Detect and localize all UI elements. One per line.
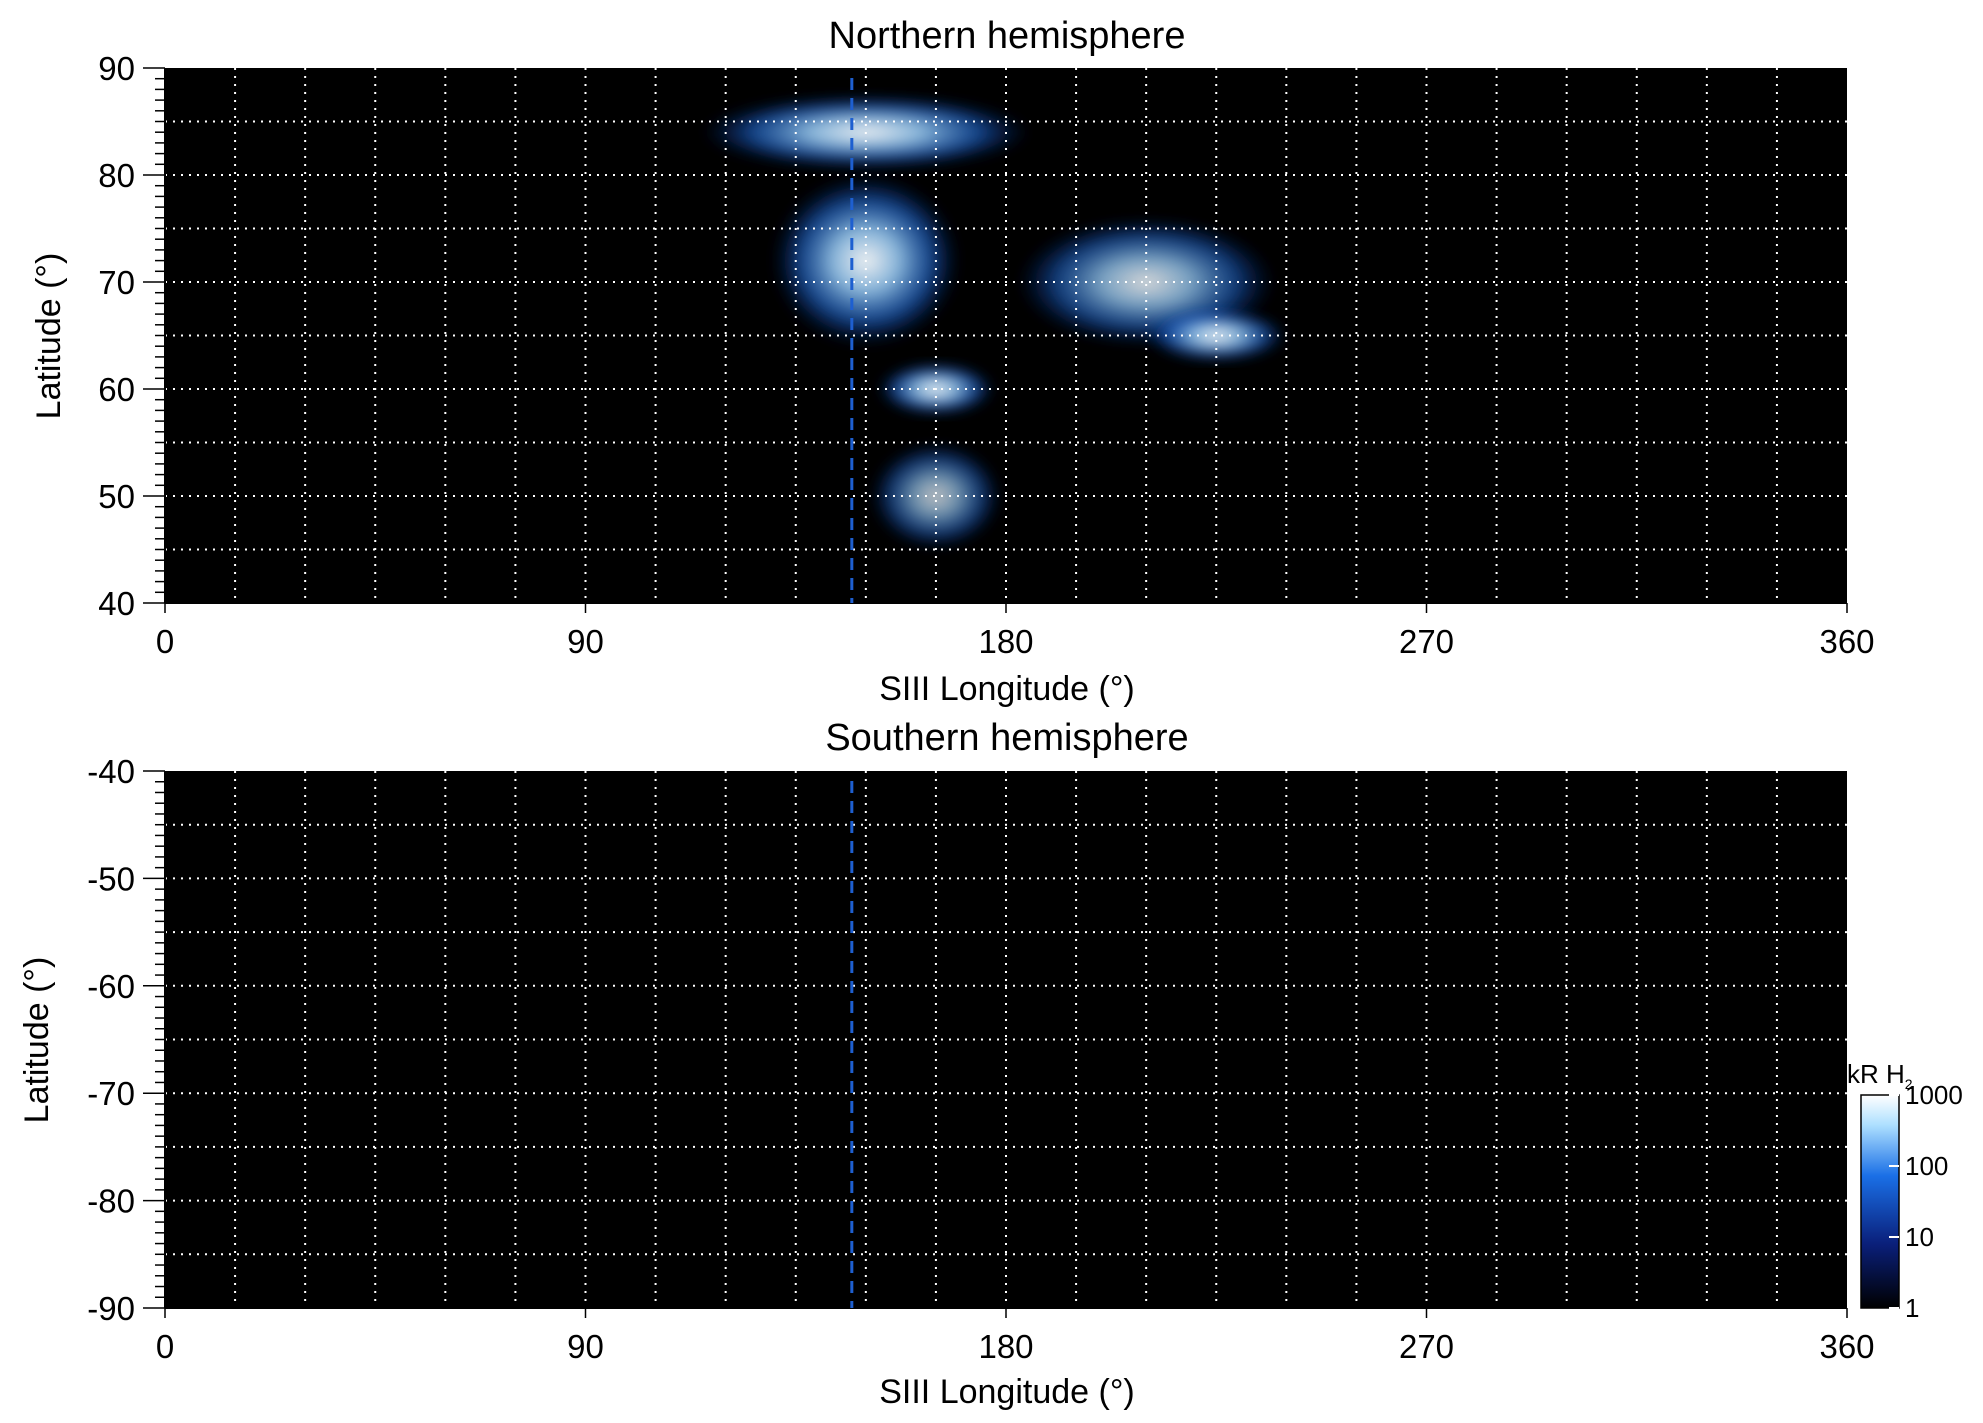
y-tick-label: 50 [98, 478, 135, 515]
x-tick-label: 90 [567, 1328, 604, 1365]
axis-ticks [143, 67, 1848, 613]
y-tick-labels: -40 -50 -60 -70 -80 -90 [87, 753, 135, 1327]
x-tick-label: 360 [1819, 1328, 1874, 1365]
y-tick-label: -60 [87, 968, 135, 1005]
y-axis-label: Latitude (°) [18, 957, 56, 1124]
x-tick-label: 0 [156, 1328, 174, 1365]
x-tick-label: 90 [567, 623, 604, 660]
y-tick-label: 80 [98, 157, 135, 194]
southern-hemisphere-panel: Southern hemisphere -40 -50 -60 -70 -80 -90 0… [18, 717, 1875, 1411]
x-tick-labels: 0 90 180 270 360 [156, 1328, 1875, 1365]
x-tick-label: 360 [1819, 623, 1874, 660]
y-axis-label: Latitude (°) [30, 253, 68, 420]
colorbar-label: kR H2 [1847, 1059, 1913, 1092]
x-tick-label: 180 [978, 623, 1033, 660]
colorbar-ticks: 1000 100 10 1 [1889, 1080, 1963, 1323]
colorbar-tick-label: 100 [1905, 1151, 1948, 1181]
y-tick-label: -70 [87, 1075, 135, 1112]
y-tick-label: 70 [98, 264, 135, 301]
y-tick-label: -90 [87, 1290, 135, 1327]
y-tick-label: -80 [87, 1183, 135, 1220]
y-tick-label: 60 [98, 371, 135, 408]
y-tick-label: 90 [98, 50, 135, 87]
grid-lines [165, 771, 1847, 1308]
x-tick-labels: 0 90 180 270 360 [156, 623, 1875, 660]
x-tick-label: 0 [156, 623, 174, 660]
colorbar: kR H2 1000 100 10 1 [1847, 1059, 1963, 1323]
colorbar-label-sub: 2 [1905, 1076, 1913, 1092]
colorbar-tick-label: 10 [1905, 1222, 1934, 1252]
colorbar-tick-label: 1000 [1905, 1080, 1963, 1110]
y-tick-label: -50 [87, 860, 135, 897]
emission-region [1146, 308, 1287, 363]
colorbar-tick-label: 1 [1905, 1293, 1919, 1323]
x-axis-label: SIII Longitude (°) [879, 670, 1135, 708]
x-axis-label: SIII Longitude (°) [879, 1373, 1135, 1411]
grid-lines [165, 68, 1847, 603]
colorbar-scale [1860, 1094, 1900, 1309]
axis-ticks [143, 770, 1848, 1318]
colorbar-label-main: kR H [1847, 1059, 1905, 1089]
northern-hemisphere-panel: Northern hemisphere 40 50 60 70 80 90 0 90 180 2… [30, 15, 1875, 708]
x-tick-label: 270 [1399, 623, 1454, 660]
y-tick-label: -40 [87, 753, 135, 790]
y-tick-labels: 40 50 60 70 80 90 [98, 50, 135, 622]
chart-title: Southern hemisphere [825, 717, 1188, 759]
x-tick-label: 270 [1399, 1328, 1454, 1365]
y-tick-label: 40 [98, 585, 135, 622]
x-tick-label: 180 [978, 1328, 1033, 1365]
chart-title: Northern hemisphere [829, 15, 1186, 57]
emission-region [870, 442, 1002, 550]
